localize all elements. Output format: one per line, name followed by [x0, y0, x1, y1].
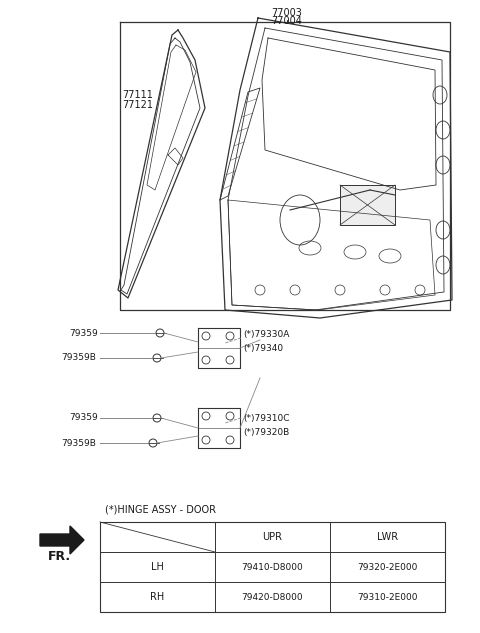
Bar	[100, 522, 445, 612]
Text: 77111: 77111	[122, 90, 153, 100]
Text: RH: RH	[150, 592, 165, 602]
Text: 79359B: 79359B	[61, 353, 96, 363]
Polygon shape	[40, 526, 84, 554]
Text: (*)79340: (*)79340	[243, 344, 283, 353]
Text: 79359B: 79359B	[61, 439, 96, 448]
Text: 79410-D8000: 79410-D8000	[241, 563, 303, 572]
Text: 79320-2E000: 79320-2E000	[357, 563, 418, 572]
Text: LH: LH	[151, 562, 164, 572]
Text: 77121: 77121	[122, 100, 153, 110]
Text: 79310-2E000: 79310-2E000	[357, 592, 418, 601]
Text: 79359: 79359	[69, 413, 98, 422]
Text: LWR: LWR	[377, 532, 398, 542]
Text: FR.: FR.	[48, 549, 71, 563]
Text: (*)79330A: (*)79330A	[243, 330, 289, 339]
Text: (*)79320B: (*)79320B	[243, 427, 289, 437]
Text: 79420-D8000: 79420-D8000	[242, 592, 303, 601]
Bar	[340, 185, 395, 225]
Text: UPR: UPR	[263, 532, 283, 542]
Text: 77004: 77004	[272, 16, 302, 26]
Text: 77003: 77003	[272, 8, 302, 18]
Text: (*)79310C: (*)79310C	[243, 413, 289, 422]
Text: 79359: 79359	[69, 329, 98, 337]
Text: (*)HINGE ASSY - DOOR: (*)HINGE ASSY - DOOR	[105, 505, 216, 515]
